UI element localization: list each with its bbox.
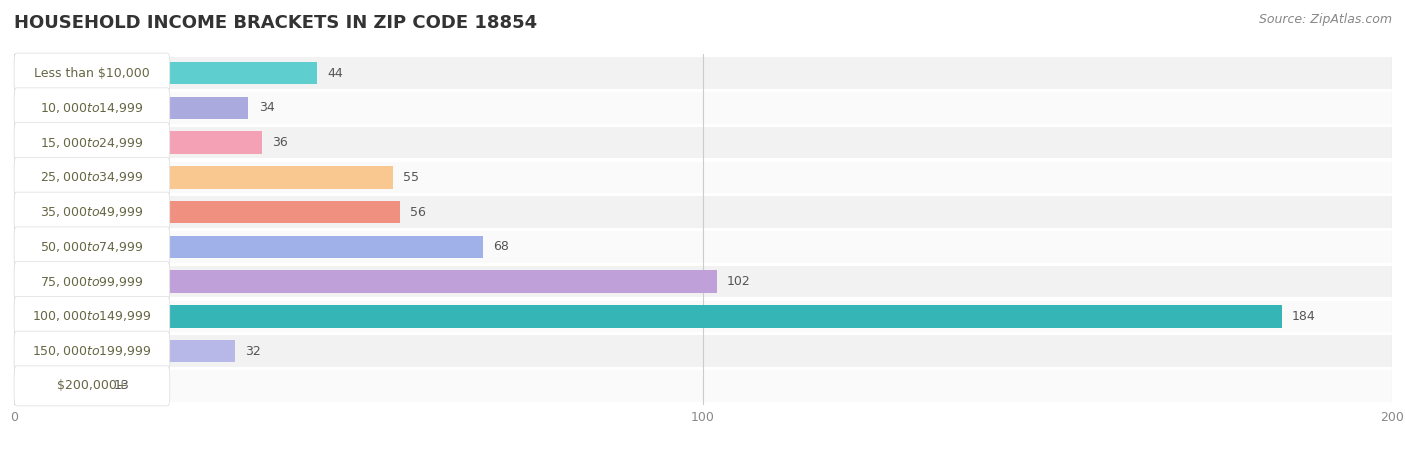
Bar — [14, 58, 1392, 89]
FancyBboxPatch shape — [14, 192, 170, 232]
Bar — [14, 131, 262, 154]
Bar — [14, 301, 1392, 332]
Text: HOUSEHOLD INCOME BRACKETS IN ZIP CODE 18854: HOUSEHOLD INCOME BRACKETS IN ZIP CODE 18… — [14, 14, 537, 32]
Text: 184: 184 — [1292, 310, 1316, 323]
Bar — [14, 97, 249, 119]
Text: $50,000 to $74,999: $50,000 to $74,999 — [41, 240, 143, 254]
Bar — [14, 166, 394, 189]
Text: Source: ZipAtlas.com: Source: ZipAtlas.com — [1258, 14, 1392, 27]
Text: $100,000 to $149,999: $100,000 to $149,999 — [32, 310, 152, 324]
FancyBboxPatch shape — [14, 158, 170, 198]
Text: Less than $10,000: Less than $10,000 — [34, 67, 150, 80]
Text: $10,000 to $14,999: $10,000 to $14,999 — [41, 101, 143, 115]
FancyBboxPatch shape — [14, 88, 170, 128]
Text: 56: 56 — [411, 206, 426, 219]
Bar — [14, 231, 1392, 262]
FancyBboxPatch shape — [14, 366, 170, 406]
Bar — [14, 374, 104, 397]
Bar — [14, 266, 1392, 297]
Text: 32: 32 — [245, 345, 260, 358]
Text: 34: 34 — [259, 101, 274, 114]
FancyBboxPatch shape — [14, 261, 170, 302]
Text: 13: 13 — [114, 379, 129, 392]
Text: 36: 36 — [273, 136, 288, 149]
Bar — [14, 201, 399, 223]
Text: 102: 102 — [727, 275, 751, 288]
Bar — [14, 92, 1392, 123]
Bar — [14, 62, 318, 85]
FancyBboxPatch shape — [14, 297, 170, 336]
Text: $200,000+: $200,000+ — [56, 379, 127, 392]
Bar — [14, 197, 1392, 228]
FancyBboxPatch shape — [14, 53, 170, 93]
Text: $35,000 to $49,999: $35,000 to $49,999 — [41, 205, 143, 219]
Text: 68: 68 — [494, 240, 509, 253]
Bar — [14, 236, 482, 258]
Text: 55: 55 — [404, 171, 419, 184]
Bar — [14, 305, 1282, 328]
Bar — [14, 336, 1392, 367]
FancyBboxPatch shape — [14, 227, 170, 267]
Bar — [14, 162, 1392, 193]
FancyBboxPatch shape — [14, 123, 170, 162]
FancyBboxPatch shape — [14, 331, 170, 371]
Bar — [14, 127, 1392, 158]
Bar — [14, 270, 717, 293]
Text: $25,000 to $34,999: $25,000 to $34,999 — [41, 171, 143, 184]
Bar — [14, 370, 1392, 401]
Text: $15,000 to $24,999: $15,000 to $24,999 — [41, 135, 143, 149]
Text: 44: 44 — [328, 67, 343, 80]
Text: $75,000 to $99,999: $75,000 to $99,999 — [41, 274, 143, 288]
Bar — [14, 340, 235, 362]
Text: $150,000 to $199,999: $150,000 to $199,999 — [32, 344, 152, 358]
